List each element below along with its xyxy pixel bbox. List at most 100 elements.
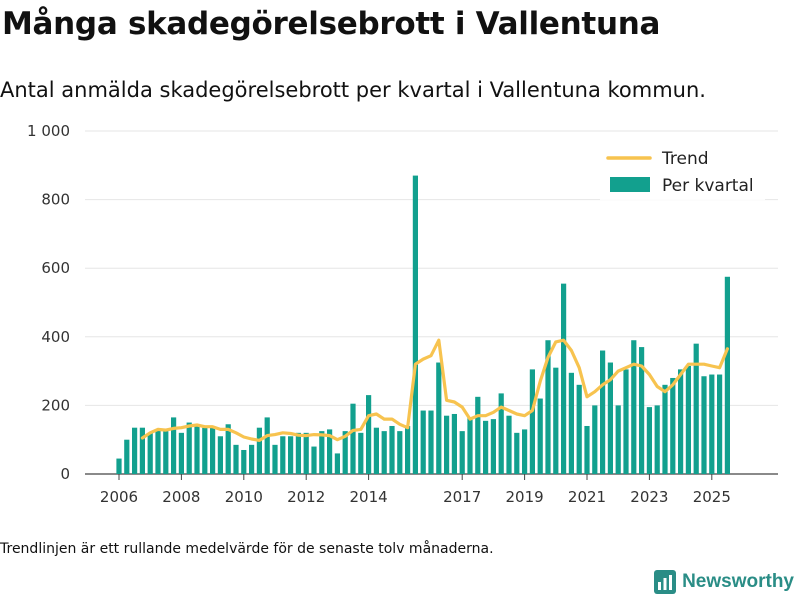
bar-series xyxy=(116,175,730,474)
bar xyxy=(272,444,278,474)
y-tick-label: 800 xyxy=(41,191,70,209)
x-tick-label: 2008 xyxy=(162,488,200,506)
bar xyxy=(233,444,239,474)
bar xyxy=(389,425,395,474)
bar xyxy=(717,374,723,474)
bar xyxy=(584,425,590,474)
bar xyxy=(397,431,403,474)
x-axis: 2006 2008 2010 2012 2014 2017 2019 2021 2023 2025 xyxy=(100,474,731,506)
bar xyxy=(561,283,567,474)
y-tick-label: 0 xyxy=(60,465,70,483)
bar xyxy=(202,427,208,474)
bar xyxy=(171,417,177,474)
x-tick-label: 2006 xyxy=(100,488,138,506)
x-tick-label: 2012 xyxy=(287,488,325,506)
bar xyxy=(264,417,270,474)
chart-subtitle: Antal anmälda skadegörelsebrott per kvar… xyxy=(0,78,706,102)
bar xyxy=(631,340,637,474)
y-tick-label: 200 xyxy=(41,396,70,414)
bar xyxy=(693,343,699,474)
bar xyxy=(311,446,317,474)
legend-label-trend: Trend xyxy=(661,149,709,169)
bar xyxy=(475,396,481,474)
bar xyxy=(529,369,535,474)
footnote: Trendlinjen är ett rullande medelvärde f… xyxy=(0,541,494,557)
y-tick-label: 600 xyxy=(41,259,70,277)
brand-name: Newsworthy xyxy=(682,571,794,592)
bar xyxy=(295,432,301,474)
bar xyxy=(405,425,411,474)
bar xyxy=(428,410,434,474)
bar xyxy=(639,347,645,474)
bar xyxy=(576,384,582,474)
x-tick-label: 2019 xyxy=(506,488,544,506)
bar xyxy=(701,376,707,474)
bar xyxy=(654,405,660,474)
bar xyxy=(709,374,715,474)
bar xyxy=(685,365,691,474)
bar xyxy=(467,417,473,474)
bar xyxy=(350,403,356,474)
bar xyxy=(600,350,606,474)
bar xyxy=(366,395,372,474)
y-axis: 0 200 400 600 800 1 000 xyxy=(27,122,70,483)
x-tick-label: 2017 xyxy=(443,488,481,506)
bar xyxy=(662,384,668,474)
bar xyxy=(358,432,364,474)
bar xyxy=(373,427,379,474)
bar xyxy=(412,175,418,474)
x-tick-label: 2021 xyxy=(568,488,606,506)
bar xyxy=(327,429,333,474)
bar xyxy=(553,367,559,474)
bar xyxy=(506,415,512,474)
bar xyxy=(178,432,184,474)
x-tick-label: 2010 xyxy=(225,488,263,506)
bar xyxy=(155,429,161,474)
bar xyxy=(288,436,294,474)
bar xyxy=(522,429,528,474)
bar xyxy=(607,362,613,474)
bar xyxy=(483,420,489,474)
brand: Newsworthy xyxy=(654,570,794,594)
bar xyxy=(568,372,574,474)
bar xyxy=(670,377,676,474)
bar xyxy=(451,413,457,474)
bar xyxy=(147,432,153,474)
trend-line xyxy=(140,338,729,442)
bar xyxy=(623,369,629,474)
legend: Trend Per kvartal xyxy=(600,143,765,200)
bar xyxy=(186,422,192,474)
bar xyxy=(334,453,340,474)
bar xyxy=(615,405,621,474)
bar xyxy=(194,425,200,474)
bar xyxy=(124,439,130,474)
newsworthy-logo-icon xyxy=(654,570,677,594)
bar xyxy=(225,424,231,474)
bar xyxy=(381,431,387,474)
y-tick-label: 1 000 xyxy=(27,122,70,140)
chart-title: Många skadegörelsebrott i Vallentuna xyxy=(2,6,661,42)
bar xyxy=(249,444,255,474)
x-tick-label: 2014 xyxy=(350,488,388,506)
bar xyxy=(514,432,520,474)
bar xyxy=(116,458,122,474)
bar xyxy=(217,436,223,474)
bar xyxy=(592,405,598,474)
legend-bar-swatch xyxy=(610,177,650,192)
bar xyxy=(459,431,465,474)
legend-label-per-kvartal: Per kvartal xyxy=(662,176,754,196)
bar xyxy=(139,427,145,474)
bar xyxy=(241,449,247,474)
bar xyxy=(280,436,286,474)
bar xyxy=(132,427,138,474)
x-tick-label: 2025 xyxy=(693,488,731,506)
bar xyxy=(444,415,450,474)
bar xyxy=(163,431,169,474)
bar xyxy=(256,427,262,474)
bar xyxy=(646,407,652,474)
bar xyxy=(545,340,551,474)
bar xyxy=(724,276,730,474)
bar xyxy=(319,431,325,474)
bar xyxy=(436,362,442,474)
